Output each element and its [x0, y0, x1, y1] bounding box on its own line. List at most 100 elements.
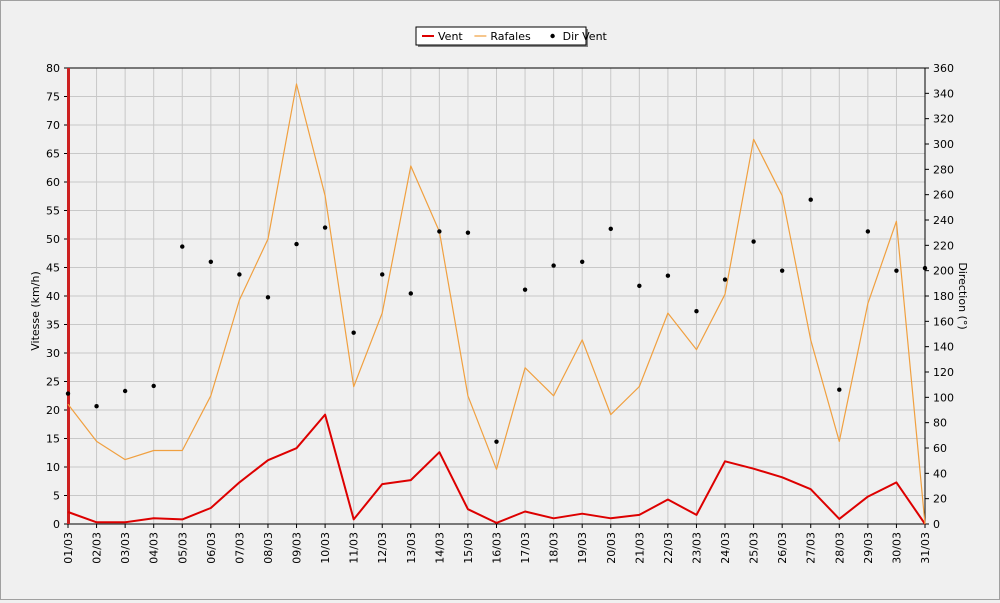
direction-point — [237, 272, 242, 277]
x-tick-label: 07/03 — [233, 532, 246, 564]
x-tick-label: 16/03 — [491, 532, 504, 564]
direction-point — [380, 272, 385, 277]
left-tick-label: 10 — [46, 461, 60, 474]
right-axis-ticks: 0 20 40 60 80 100 120 140 160 180 200 220 240 260 280 3… — [925, 62, 954, 531]
direction-point — [837, 387, 842, 392]
grid-lines — [67, 67, 926, 525]
right-tick-label: 180 — [933, 290, 954, 303]
legend: Vent Rafales Dir Vent — [415, 26, 608, 47]
left-tick-label: 5 — [53, 490, 60, 503]
right-tick-label: 160 — [933, 315, 954, 328]
x-tick-label: 18/03 — [548, 532, 561, 564]
direction-point — [722, 277, 728, 282]
series-line-vent — [67, 413, 926, 525]
x-tick-label: 14/03 — [433, 532, 446, 564]
direction-point — [408, 291, 413, 296]
right-tick-label: 140 — [933, 341, 954, 354]
direction-point — [751, 239, 756, 244]
x-tick-label: 24/03 — [719, 532, 732, 564]
right-tick-label: 260 — [933, 189, 954, 202]
left-tick-label: 40 — [46, 290, 60, 303]
right-tick-label: 280 — [933, 163, 954, 176]
left-tick-label: 25 — [46, 376, 60, 389]
direction-point — [94, 404, 99, 409]
left-axis-ticks: 0 5 10 15 20 25 30 35 40 45 50 55 60 65 70 75 80 — [46, 62, 68, 531]
left-tick-label: 45 — [46, 262, 60, 275]
left-tick-label: 35 — [46, 319, 60, 332]
x-tick-label: 02/03 — [91, 532, 104, 564]
direction-point — [322, 225, 328, 230]
left-axis-label: Vitesse (km/h) — [29, 271, 42, 351]
left-tick-label: 65 — [46, 148, 60, 161]
right-tick-label: 200 — [933, 265, 954, 278]
x-tick-label: 28/03 — [833, 532, 846, 564]
direction-point — [294, 241, 299, 247]
x-tick-label: 30/03 — [890, 532, 903, 564]
legend-label: Dir Vent — [563, 30, 608, 43]
x-tick-label: 11/03 — [348, 532, 361, 564]
series-group — [65, 68, 928, 525]
right-tick-label: 220 — [933, 239, 954, 252]
x-tick-label: 23/03 — [690, 532, 703, 564]
right-tick-label: 60 — [933, 442, 947, 455]
x-tick-label: 19/03 — [576, 532, 589, 564]
x-tick-label: 25/03 — [748, 532, 761, 564]
x-tick-label: 29/03 — [862, 532, 875, 564]
right-tick-label: 360 — [933, 62, 954, 75]
direction-point — [551, 263, 556, 268]
right-tick-label: 40 — [933, 467, 947, 480]
direction-point — [180, 244, 185, 249]
direction-point — [65, 391, 71, 396]
left-tick-label: 60 — [46, 176, 60, 189]
direction-point — [122, 388, 128, 394]
direction-point — [351, 330, 356, 335]
legend-box — [415, 26, 587, 46]
direction-point — [608, 226, 613, 232]
legend-label: Rafales — [490, 30, 531, 43]
direction-point — [494, 439, 499, 444]
direction-point — [779, 268, 785, 273]
left-tick-label: 0 — [53, 518, 60, 531]
x-tick-label: 03/03 — [119, 532, 132, 564]
left-tick-label: 70 — [46, 119, 60, 132]
direction-point — [465, 230, 471, 235]
legend-swatch — [550, 33, 555, 39]
direction-point — [894, 268, 899, 273]
right-tick-label: 80 — [933, 417, 947, 430]
left-highlight-bar — [67, 68, 70, 524]
x-tick-label: 12/03 — [376, 532, 389, 564]
right-tick-label: 100 — [933, 391, 954, 404]
x-tick-label: 21/03 — [633, 532, 646, 564]
x-axis-ticks: 01/03 02/03 03/03 04/03 05/03 06/03 07/03 08/03… — [62, 524, 932, 564]
x-tick-label: 15/03 — [462, 532, 475, 564]
left-tick-label: 30 — [46, 347, 60, 360]
right-tick-label: 120 — [933, 366, 954, 379]
x-tick-label: 13/03 — [405, 532, 418, 564]
right-tick-label: 20 — [933, 493, 947, 506]
right-tick-label: 240 — [933, 214, 954, 227]
x-tick-label: 27/03 — [805, 532, 818, 564]
x-tick-label: 10/03 — [319, 532, 332, 564]
direction-point — [865, 229, 871, 234]
left-tick-label: 55 — [46, 205, 60, 218]
left-tick-label: 20 — [46, 404, 60, 417]
direction-point — [522, 287, 528, 292]
direction-point — [922, 265, 928, 271]
x-tick-label: 05/03 — [176, 532, 189, 564]
direction-point — [437, 229, 442, 234]
right-tick-label: 0 — [933, 518, 940, 531]
left-tick-label: 15 — [46, 433, 60, 446]
legend-label: Vent — [438, 30, 463, 43]
series-line-rafales — [67, 83, 926, 525]
left-tick-label: 75 — [46, 91, 60, 104]
x-tick-label: 01/03 — [62, 532, 75, 564]
direction-point — [694, 309, 699, 314]
direction-point — [808, 197, 813, 202]
x-tick-label: 06/03 — [205, 532, 218, 564]
x-tick-label: 09/03 — [291, 532, 304, 564]
direction-point — [208, 259, 214, 264]
x-tick-label: 26/03 — [776, 532, 789, 564]
x-tick-label: 04/03 — [148, 532, 161, 564]
left-tick-label: 50 — [46, 233, 60, 246]
